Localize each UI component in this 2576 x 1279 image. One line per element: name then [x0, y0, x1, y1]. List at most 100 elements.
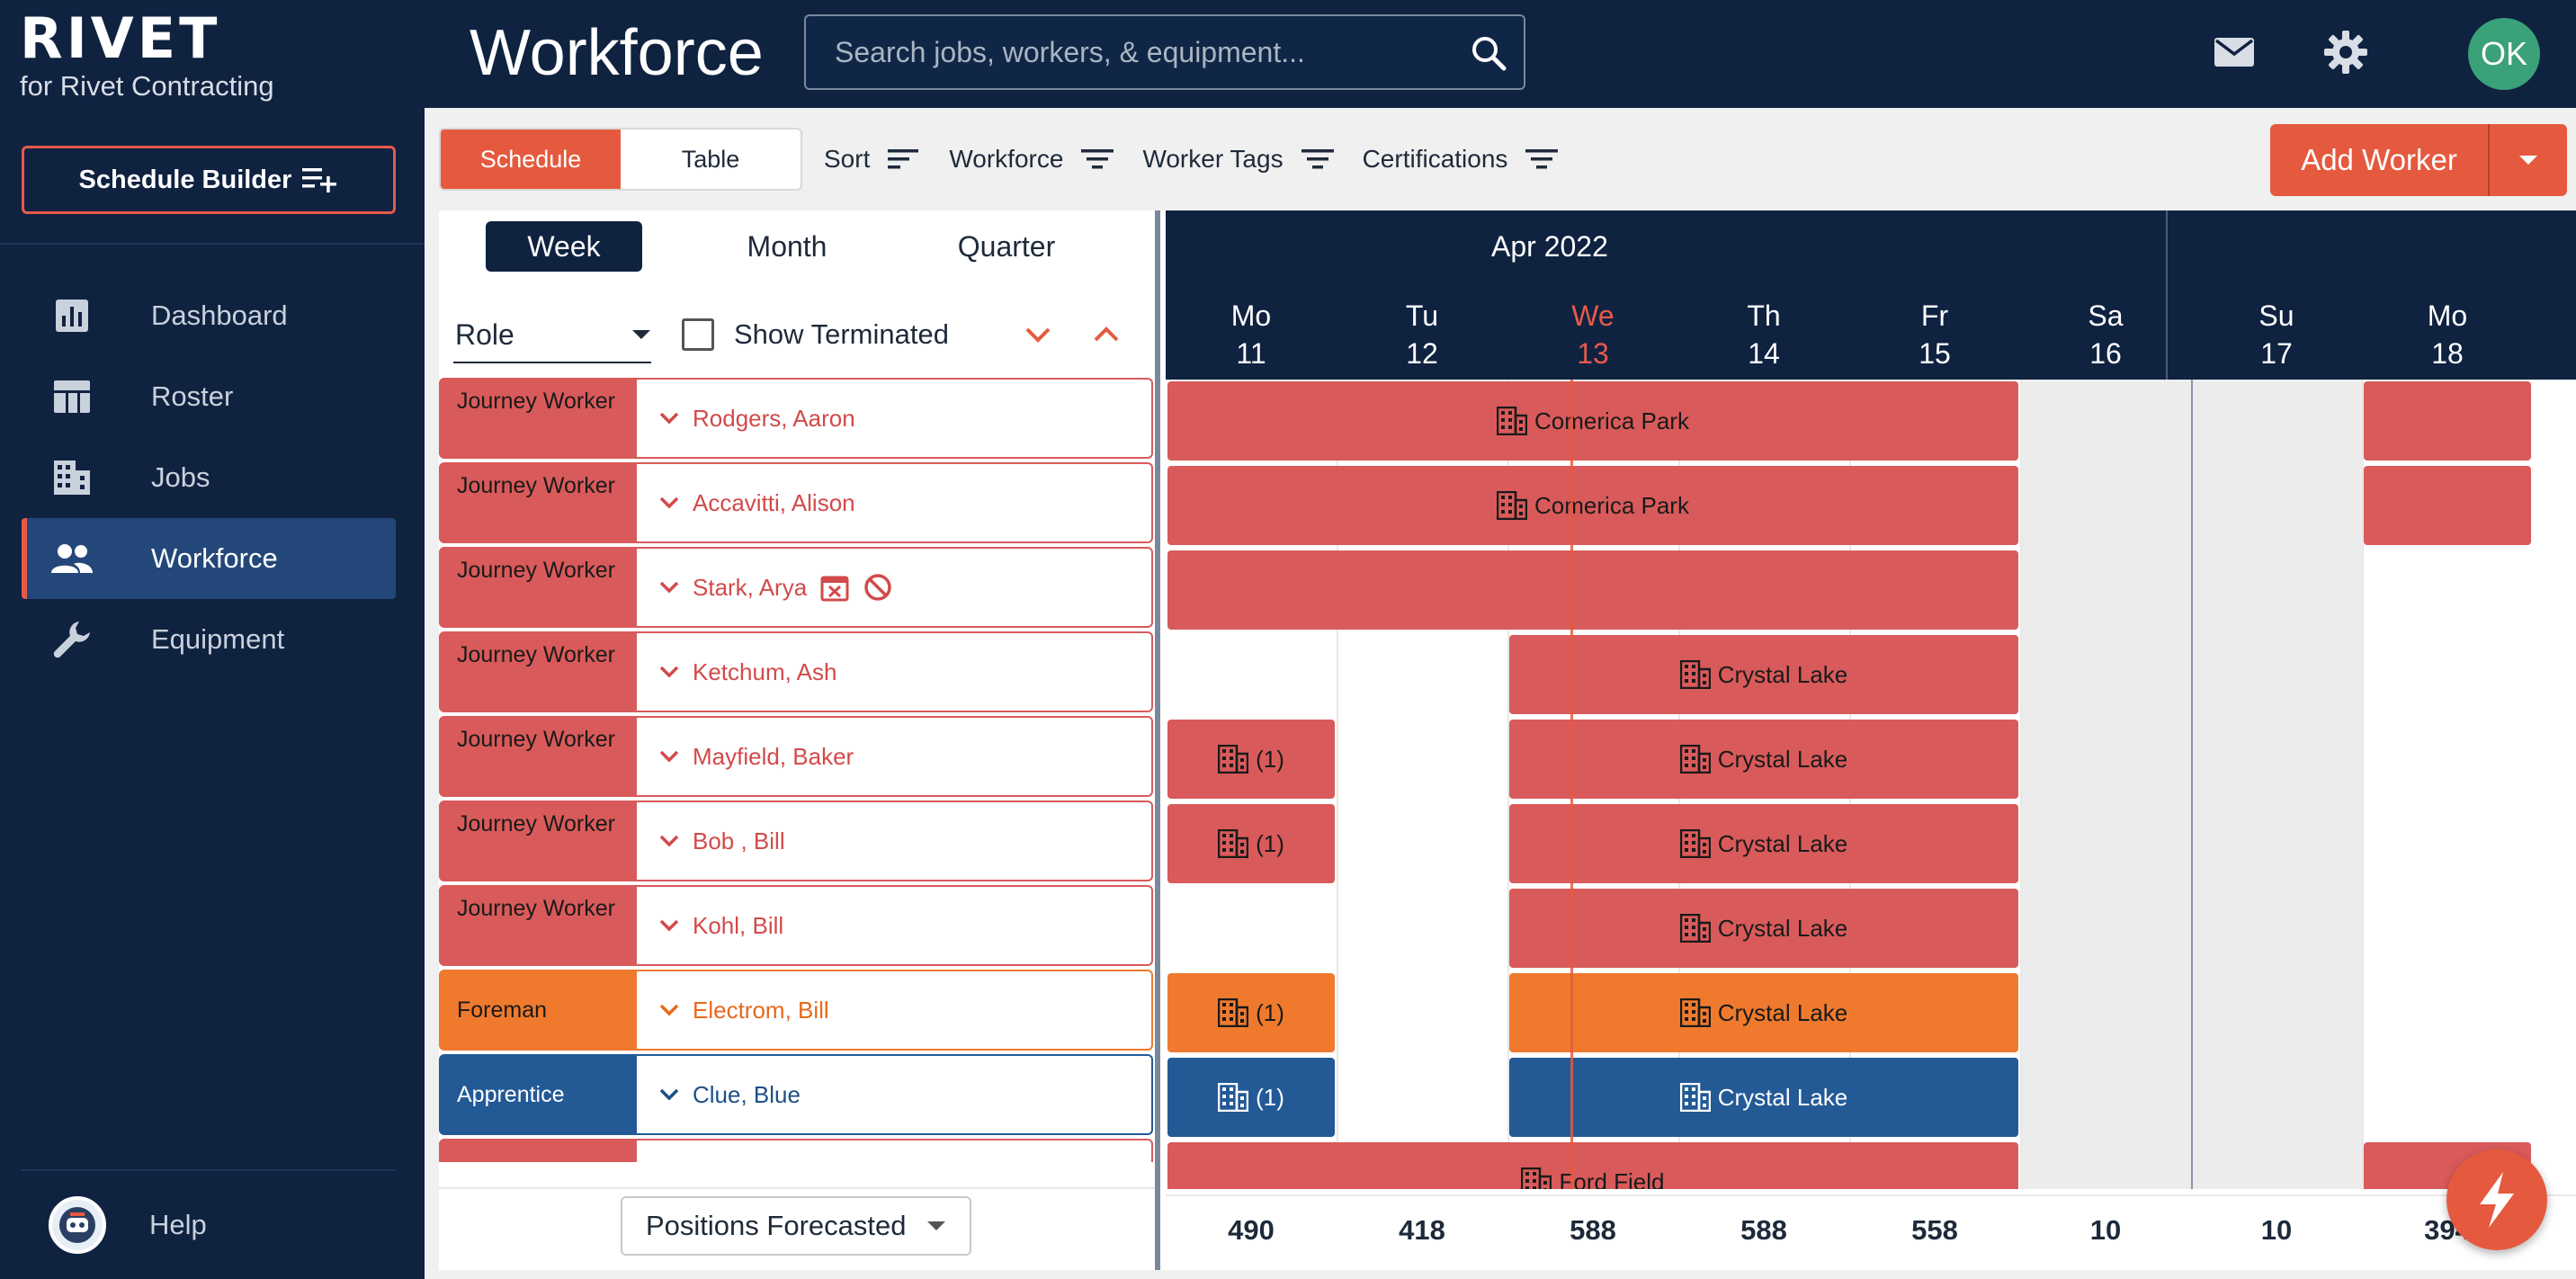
building-icon: [1218, 745, 1249, 774]
day-date: 14: [1748, 337, 1780, 370]
day-date: 16: [2089, 337, 2122, 370]
assignment-label: (1): [1256, 829, 1284, 857]
worker-row[interactable]: Journey Worker Accavitti, Alison: [439, 462, 1153, 543]
sidebar-item-dashboard[interactable]: Dashboard: [22, 275, 396, 356]
sort-button[interactable]: Sort: [824, 145, 922, 174]
show-terminated-checkbox[interactable]: Show Terminated: [682, 318, 949, 351]
worker-row[interactable]: Journey Worker Mayfield, Baker: [439, 716, 1153, 797]
worker-row[interactable]: Journey Worker Kohl, Bill: [439, 885, 1153, 966]
assignment-bar[interactable]: [1167, 550, 2018, 630]
worker-row[interactable]: Journey Worker Stark, Arya: [439, 547, 1153, 628]
worker-tags-filter-button[interactable]: Worker Tags: [1142, 145, 1335, 174]
assignment-bar[interactable]: (1): [1167, 804, 1335, 883]
filter-bar: Sort Workforce Worker Tags Certification…: [824, 128, 1587, 191]
quick-action-button[interactable]: [2446, 1149, 2547, 1250]
assignment-bar[interactable]: Crystal Lake: [1509, 889, 2018, 968]
chevron-down-icon[interactable]: [658, 749, 680, 764]
workforce-filter-button[interactable]: Workforce: [949, 145, 1115, 174]
chevron-down-icon[interactable]: [658, 1003, 680, 1017]
sidebar-item-equipment[interactable]: Equipment: [22, 599, 396, 680]
day-of-week: Sa: [2088, 300, 2124, 332]
brand[interactable]: RIVET for Rivet Contracting: [20, 11, 274, 103]
day-header: Mo 11: [1166, 297, 1337, 372]
worker-name-cell[interactable]: Mayfield, Baker: [637, 716, 1153, 797]
assignment-bar[interactable]: (1): [1167, 720, 1335, 799]
worker-row[interactable]: Journey Worker Rodgers, Aaron: [439, 378, 1153, 459]
search-input[interactable]: [835, 35, 1446, 69]
worker-row[interactable]: Apprentice Clue, Blue: [439, 1054, 1153, 1135]
user-avatar[interactable]: OK: [2468, 18, 2540, 90]
sidebar-item-roster[interactable]: Roster: [22, 356, 396, 437]
assignment-label: (1): [1256, 1083, 1284, 1111]
tab-table[interactable]: Table: [681, 145, 740, 173]
assignment-bar[interactable]: Crystal Lake: [1509, 1058, 2018, 1137]
help-link[interactable]: Help: [49, 1196, 207, 1254]
building-icon: [1679, 660, 1711, 689]
worker-name: Rodgers, Aaron: [693, 404, 855, 432]
assignment-bar[interactable]: Crystal Lake: [1509, 720, 2018, 799]
assignment-bar[interactable]: Ford Field: [1167, 1142, 2018, 1189]
tab-quarter[interactable]: Quarter: [957, 229, 1056, 263]
building-icon: [1218, 1083, 1249, 1112]
search-icon[interactable]: [1468, 32, 1509, 74]
worker-name-cell[interactable]: Accavitti, Alison: [637, 462, 1153, 543]
assignment-bar[interactable]: [2364, 381, 2531, 461]
worker-name: Clue, Blue: [693, 1080, 801, 1108]
worker-name-cell[interactable]: Clue, Blue: [637, 1054, 1153, 1135]
certifications-filter-button[interactable]: Certifications: [1363, 145, 1561, 174]
tab-month[interactable]: Month: [747, 229, 827, 263]
chevron-down-icon[interactable]: [658, 834, 680, 848]
caret-down-icon: [927, 1221, 945, 1230]
assignment-bar[interactable]: (1): [1167, 1058, 1335, 1137]
collapse-all-icon[interactable]: [1088, 317, 1124, 353]
chevron-down-icon[interactable]: [658, 496, 680, 510]
add-worker-menu-button[interactable]: [2490, 124, 2567, 196]
gear-icon[interactable]: [2321, 27, 2371, 77]
tab-week[interactable]: Week: [486, 221, 642, 272]
assignment-bar[interactable]: Crystal Lake: [1509, 635, 2018, 714]
search-box: [804, 14, 1525, 90]
worker-name-cell[interactable]: Kohl, Bill: [637, 885, 1153, 966]
worker-name-cell[interactable]: Rodgers, Aaron: [637, 378, 1153, 459]
sidebar-item-workforce[interactable]: Workforce: [22, 518, 396, 599]
worker-name-cell[interactable]: Electrom, Bill: [637, 970, 1153, 1051]
forecast-select[interactable]: Positions Forecasted: [621, 1196, 971, 1256]
assignment-bar[interactable]: Crystal Lake: [1509, 973, 2018, 1052]
schedule-builder-button[interactable]: Schedule Builder: [22, 146, 396, 214]
worker-rows: Journey Worker Rodgers, Aaron Journey Work…: [439, 378, 1155, 1162]
group-by-select[interactable]: Role: [453, 308, 651, 363]
chevron-down-icon[interactable]: [658, 411, 680, 425]
tab-schedule[interactable]: Schedule: [441, 130, 621, 189]
worker-name-cell[interactable]: [637, 1139, 1153, 1162]
worker-name-cell[interactable]: Ketchum, Ash: [637, 631, 1153, 712]
chevron-down-icon[interactable]: [658, 580, 680, 595]
mail-icon[interactable]: [2209, 27, 2259, 77]
sidebar-item-jobs[interactable]: Jobs: [22, 437, 396, 518]
assignment-bar[interactable]: [2364, 466, 2531, 545]
caret-down-icon: [632, 330, 650, 339]
expand-all-icon[interactable]: [1020, 317, 1056, 353]
day-date: 18: [2431, 337, 2464, 370]
worker-row[interactable]: Foreman Electrom, Bill: [439, 970, 1153, 1051]
filter-icon: [1525, 149, 1559, 169]
worker-row[interactable]: [439, 1139, 1153, 1162]
worker-row[interactable]: Journey Worker Bob , Bill: [439, 800, 1153, 881]
chevron-down-icon[interactable]: [658, 918, 680, 933]
worker-name-cell[interactable]: Bob , Bill: [637, 800, 1153, 881]
assignment-label: Comerica Park: [1534, 407, 1689, 434]
worker-name: Stark, Arya: [693, 573, 808, 601]
assignment-bar[interactable]: Comerica Park: [1167, 466, 2018, 545]
worker-name-cell[interactable]: Stark, Arya: [637, 547, 1153, 628]
add-worker-button[interactable]: Add Worker: [2301, 143, 2457, 176]
day-gridline: [1337, 380, 1338, 1189]
chevron-down-icon[interactable]: [658, 1087, 680, 1102]
assignment-label: Crystal Lake: [1717, 914, 1848, 942]
assignment-bar[interactable]: Crystal Lake: [1509, 804, 2018, 883]
chevron-down-icon[interactable]: [658, 665, 680, 679]
people-icon: [47, 533, 97, 584]
assignment-bar[interactable]: (1): [1167, 973, 1335, 1052]
day-gridline: [2362, 380, 2364, 1189]
day-date: 11: [1236, 337, 1266, 370]
assignment-bar[interactable]: Comerica Park: [1167, 381, 2018, 461]
worker-row[interactable]: Journey Worker Ketchum, Ash: [439, 631, 1153, 712]
